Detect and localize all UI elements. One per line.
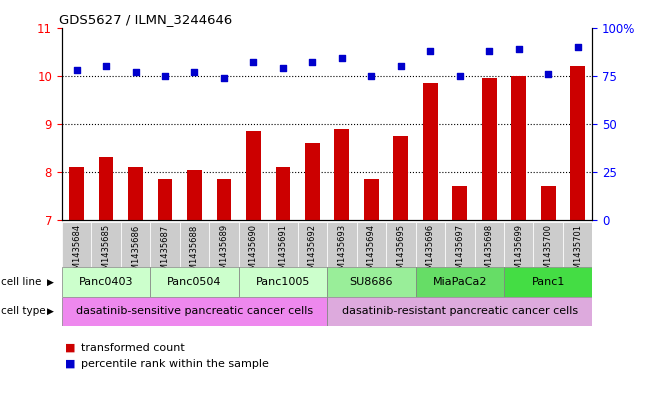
Point xyxy=(130,69,141,75)
Bar xyxy=(475,222,504,267)
Bar xyxy=(180,222,209,267)
Bar xyxy=(239,222,268,267)
Text: SU8686: SU8686 xyxy=(350,277,393,287)
Point xyxy=(572,44,583,50)
Text: GSM1435690: GSM1435690 xyxy=(249,224,258,280)
Text: GSM1435691: GSM1435691 xyxy=(279,224,287,280)
Bar xyxy=(275,167,290,220)
Text: GSM1435693: GSM1435693 xyxy=(337,224,346,281)
Text: GSM1435685: GSM1435685 xyxy=(102,224,111,281)
Text: ■: ■ xyxy=(65,343,76,353)
Point xyxy=(543,71,553,77)
Text: dasatinib-sensitive pancreatic cancer cells: dasatinib-sensitive pancreatic cancer ce… xyxy=(76,307,313,316)
Bar xyxy=(335,129,349,220)
Point xyxy=(278,65,288,71)
Text: GSM1435696: GSM1435696 xyxy=(426,224,435,281)
Point xyxy=(337,55,347,61)
Bar xyxy=(268,222,298,267)
Bar xyxy=(423,83,437,220)
Text: GSM1435695: GSM1435695 xyxy=(396,224,406,280)
Bar xyxy=(150,267,239,297)
Point xyxy=(396,63,406,69)
Bar xyxy=(298,222,327,267)
Bar xyxy=(327,222,357,267)
Text: GSM1435692: GSM1435692 xyxy=(308,224,317,280)
Text: cell line: cell line xyxy=(1,277,41,287)
Text: cell type: cell type xyxy=(1,307,46,316)
Bar xyxy=(327,297,592,326)
Text: GSM1435694: GSM1435694 xyxy=(367,224,376,280)
Bar xyxy=(386,222,415,267)
Bar xyxy=(364,179,379,220)
Text: GSM1435684: GSM1435684 xyxy=(72,224,81,281)
Bar xyxy=(504,267,592,297)
Bar xyxy=(62,267,150,297)
Bar xyxy=(327,267,415,297)
Bar xyxy=(69,167,84,220)
Bar xyxy=(239,267,327,297)
Text: Panc1: Panc1 xyxy=(531,277,565,287)
Text: dasatinib-resistant pancreatic cancer cells: dasatinib-resistant pancreatic cancer ce… xyxy=(342,307,578,316)
Text: GSM1435701: GSM1435701 xyxy=(573,224,582,280)
Point xyxy=(307,59,318,65)
Text: GSM1435697: GSM1435697 xyxy=(455,224,464,281)
Text: GSM1435688: GSM1435688 xyxy=(190,224,199,281)
Bar xyxy=(511,75,526,220)
Bar xyxy=(158,179,173,220)
Bar xyxy=(128,167,143,220)
Text: GSM1435689: GSM1435689 xyxy=(219,224,229,281)
Bar xyxy=(217,179,231,220)
Point xyxy=(366,72,376,79)
Bar xyxy=(541,186,555,220)
Bar xyxy=(91,222,121,267)
Point xyxy=(72,67,82,73)
Point xyxy=(484,48,495,54)
Bar xyxy=(482,78,497,220)
Bar xyxy=(452,186,467,220)
Bar xyxy=(150,222,180,267)
Bar xyxy=(393,136,408,220)
Bar xyxy=(415,222,445,267)
Point xyxy=(101,63,111,69)
Point xyxy=(159,72,170,79)
Bar xyxy=(563,222,592,267)
Bar xyxy=(445,222,475,267)
Text: Panc0403: Panc0403 xyxy=(79,277,133,287)
Bar xyxy=(121,222,150,267)
Point xyxy=(514,46,524,52)
Point xyxy=(248,59,258,65)
Bar xyxy=(62,297,327,326)
Point xyxy=(425,48,436,54)
Bar xyxy=(533,222,563,267)
Bar xyxy=(357,222,386,267)
Bar xyxy=(415,267,504,297)
Bar xyxy=(99,158,113,220)
Text: MiaPaCa2: MiaPaCa2 xyxy=(432,277,487,287)
Point xyxy=(219,74,229,81)
Text: Panc1005: Panc1005 xyxy=(256,277,310,287)
Point xyxy=(454,72,465,79)
Text: Panc0504: Panc0504 xyxy=(167,277,222,287)
Text: GSM1435699: GSM1435699 xyxy=(514,224,523,280)
Bar xyxy=(570,66,585,220)
Bar xyxy=(305,143,320,220)
Bar xyxy=(504,222,533,267)
Bar xyxy=(246,131,261,220)
Point xyxy=(189,69,200,75)
Bar xyxy=(187,169,202,220)
Text: ■: ■ xyxy=(65,358,76,369)
Text: GSM1435687: GSM1435687 xyxy=(161,224,169,281)
Text: GSM1435686: GSM1435686 xyxy=(131,224,140,281)
Bar xyxy=(209,222,239,267)
Bar xyxy=(62,222,91,267)
Text: ▶: ▶ xyxy=(47,307,54,316)
Text: GSM1435700: GSM1435700 xyxy=(544,224,553,280)
Text: ▶: ▶ xyxy=(47,277,54,286)
Text: GDS5627 / ILMN_3244646: GDS5627 / ILMN_3244646 xyxy=(59,13,232,26)
Text: percentile rank within the sample: percentile rank within the sample xyxy=(81,358,269,369)
Text: GSM1435698: GSM1435698 xyxy=(485,224,493,281)
Text: transformed count: transformed count xyxy=(81,343,184,353)
